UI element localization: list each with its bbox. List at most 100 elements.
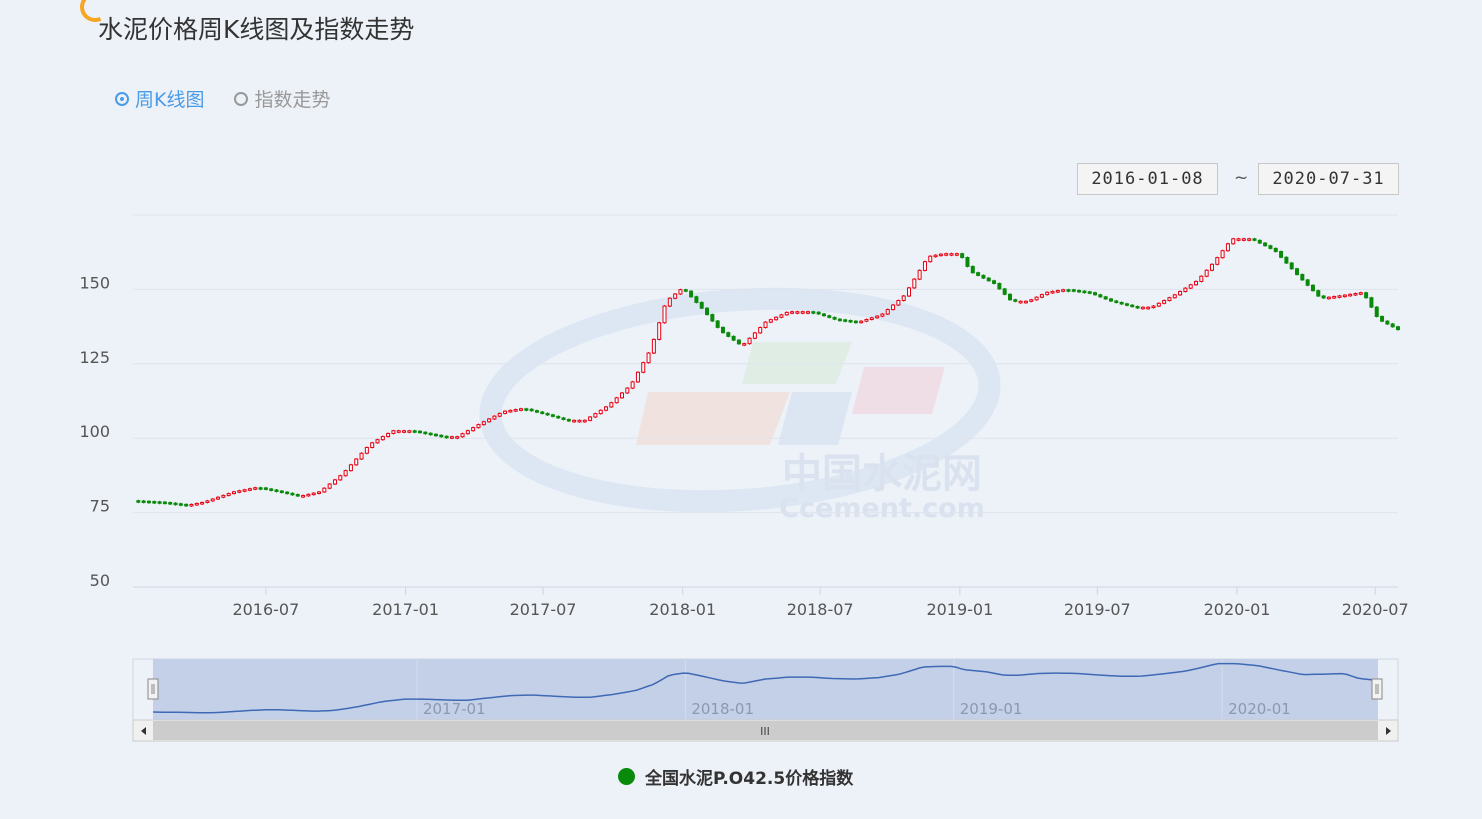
candle <box>269 488 274 491</box>
candle <box>396 430 401 433</box>
candle <box>152 501 157 504</box>
candle <box>1146 306 1151 310</box>
candle <box>1194 280 1199 286</box>
legend[interactable]: 全国水泥P.O42.5价格指数 <box>618 764 853 789</box>
end-date-input[interactable]: 2020-07-31 <box>1258 163 1399 195</box>
candle <box>1225 243 1230 252</box>
navigator-label: 2019-01 <box>960 700 1023 718</box>
candle <box>1215 257 1220 265</box>
candle <box>577 419 582 423</box>
x-tick-label: 2017-07 <box>510 600 577 619</box>
navigator[interactable]: 2017-01 2018-01 2019-01 2020-01 <box>132 658 1399 721</box>
candle <box>827 315 832 318</box>
candle <box>1029 299 1034 302</box>
date-range-separator: ~ <box>1234 168 1249 188</box>
candle <box>1140 306 1145 310</box>
candle <box>619 392 624 399</box>
candle <box>710 314 715 322</box>
candle <box>806 311 811 314</box>
candle <box>992 280 997 284</box>
candle <box>907 287 912 297</box>
candle <box>1055 290 1060 293</box>
scroll-right-arrow-icon[interactable] <box>1386 727 1391 735</box>
candle <box>864 318 869 322</box>
candle <box>359 452 364 460</box>
candle <box>423 431 428 435</box>
y-tick-label: 150 <box>79 273 110 292</box>
candle <box>667 297 672 307</box>
candle <box>210 498 215 502</box>
scroll-left-arrow-icon[interactable] <box>141 727 146 735</box>
x-tick-label: 2018-01 <box>649 600 716 619</box>
candle <box>1241 238 1246 241</box>
candle <box>1172 294 1177 299</box>
x-tick-label: 2018-07 <box>787 600 854 619</box>
candle <box>901 295 906 302</box>
candle <box>1289 262 1294 270</box>
y-tick-label: 100 <box>79 422 110 441</box>
candle <box>449 436 454 439</box>
candle <box>439 434 444 438</box>
candle <box>763 321 768 329</box>
navigator-selection[interactable] <box>153 659 1378 720</box>
watermark-cn: 中国水泥网 <box>782 451 982 497</box>
chart-mode-tabs: 周K线图 指数走势 <box>115 85 330 112</box>
candle <box>1050 290 1055 294</box>
candle <box>301 495 306 498</box>
candle <box>1098 294 1103 298</box>
x-tick-label: 2016-07 <box>232 600 299 619</box>
candle <box>519 408 524 411</box>
candle <box>247 488 252 491</box>
candle <box>1332 296 1337 299</box>
candle <box>253 487 258 490</box>
candle <box>747 337 752 345</box>
candle <box>178 503 183 506</box>
candle <box>1082 290 1087 294</box>
candle <box>1321 295 1326 299</box>
legend-label: 全国水泥P.O42.5价格指数 <box>645 769 854 789</box>
candle <box>683 289 688 292</box>
y-tick-label: 125 <box>79 348 110 367</box>
candle <box>790 311 795 314</box>
candle <box>375 439 380 444</box>
navigator-right-handle[interactable] <box>1371 678 1383 700</box>
candle <box>614 397 619 404</box>
candle <box>1364 292 1369 299</box>
candle <box>433 433 438 437</box>
navigator-label: 2017-01 <box>423 700 486 718</box>
candle <box>965 257 970 267</box>
candle <box>885 309 890 315</box>
start-date-input[interactable]: 2016-01-08 <box>1077 163 1218 195</box>
candle <box>609 402 614 408</box>
candle <box>508 409 513 413</box>
candle <box>1066 289 1071 292</box>
candle <box>216 496 221 500</box>
candle <box>1252 238 1257 241</box>
candle <box>162 501 167 505</box>
candle <box>678 289 683 295</box>
x-tick-label: 2019-01 <box>926 600 993 619</box>
candle <box>875 315 880 319</box>
candle <box>848 320 853 323</box>
scrollbar-thumb[interactable] <box>153 721 1378 740</box>
candle <box>1220 250 1225 259</box>
candle <box>694 296 699 303</box>
scrollbar[interactable]: III <box>132 719 1399 742</box>
tab-index-trend-label: 指数走势 <box>254 89 331 111</box>
candle <box>1061 289 1066 292</box>
candle <box>279 490 284 494</box>
x-axis: 2016-07 2017-01 2017-07 2018-01 2018-07 2019-… <box>232 587 1409 619</box>
candle <box>1130 304 1135 308</box>
candle <box>572 419 577 423</box>
candle <box>970 265 975 274</box>
candle <box>354 458 359 466</box>
candle <box>651 338 656 354</box>
tab-weekly-kline[interactable]: 周K线图 <box>115 85 204 112</box>
tab-index-trend[interactable]: 指数走势 <box>234 85 330 112</box>
candle <box>917 269 922 280</box>
candle <box>657 322 662 340</box>
candle <box>593 413 598 418</box>
candle <box>997 282 1002 290</box>
navigator-left-handle[interactable] <box>147 678 159 700</box>
navigator-labels: 2017-01 2018-01 2019-01 2020-01 <box>416 659 1291 720</box>
